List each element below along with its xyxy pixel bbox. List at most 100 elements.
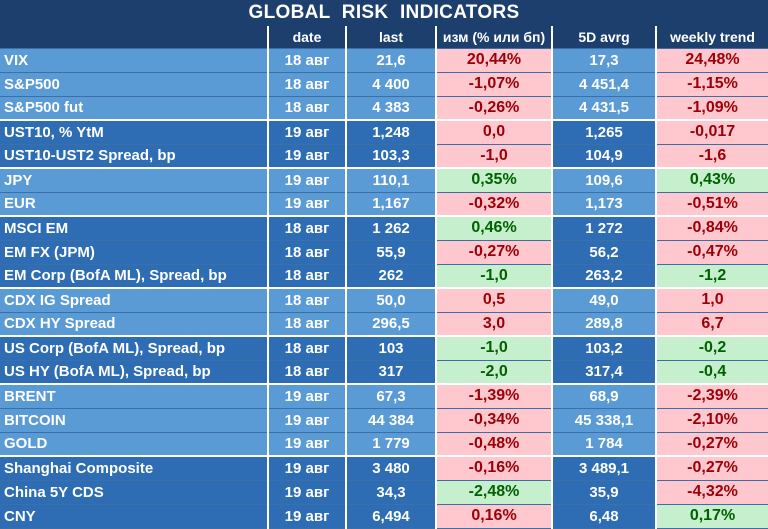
table-row: UST10-UST2 Spread, bp 19 авг 103,3 -1,0 104,…	[0, 144, 768, 169]
table-row: GOLD 19 авг 1 779 -0,48% 1 784 -0,27%	[0, 432, 768, 457]
last-value-cell: 3 480	[346, 455, 437, 481]
avg-5d-cell: 6,48	[552, 504, 657, 529]
date-cell: 18 авг	[268, 264, 347, 289]
avg-5d-cell: 49,0	[552, 287, 657, 313]
date-cell: 19 авг	[268, 480, 347, 505]
indicator-name-cell: EM FX (JPM)	[0, 240, 269, 265]
column-header-5d-avg: 5D avrg	[552, 26, 657, 49]
avg-5d-cell: 68,9	[552, 383, 657, 409]
weekly-trend-cell: -0,27%	[656, 432, 768, 457]
avg-5d-cell: 1,173	[552, 192, 657, 217]
indicator-name-cell: US Corp (BofA ML), Spread, bp	[0, 335, 269, 361]
table-row: UST10, % YtM 19 авг 1,248 0,0 1,265 -0,017	[0, 119, 768, 145]
weekly-trend-cell: 0,17%	[656, 504, 768, 529]
table-row: JPY 19 авг 110,1 0,35% 109,6 0,43%	[0, 167, 768, 193]
last-value-cell: 6,494	[346, 504, 437, 529]
date-cell: 19 авг	[268, 119, 347, 145]
column-header-name	[0, 26, 269, 49]
last-value-cell: 110,1	[346, 167, 437, 193]
table-row: US Corp (BofA ML), Spread, bp 18 авг 103 -1…	[0, 335, 768, 361]
avg-5d-cell: 4 451,4	[552, 72, 657, 97]
last-value-cell: 4 400	[346, 72, 437, 97]
avg-5d-cell: 35,9	[552, 480, 657, 505]
last-value-cell: 44 384	[346, 408, 437, 433]
date-cell: 18 авг	[268, 312, 347, 337]
change-cell: -0,27%	[436, 240, 553, 265]
last-value-cell: 34,3	[346, 480, 437, 505]
change-cell: -0,16%	[436, 455, 553, 481]
last-value-cell: 4 383	[346, 96, 437, 121]
date-cell: 19 авг	[268, 383, 347, 409]
change-cell: -0,32%	[436, 192, 553, 217]
table-body: VIX 18 авг 21,6 20,44% 17,3 24,48% S&P500 18 ав…	[0, 48, 768, 529]
indicator-name-cell: BRENT	[0, 383, 269, 409]
avg-5d-cell: 109,6	[552, 167, 657, 193]
indicators-table: date last изм (% или бп) 5D avrg weekly …	[0, 26, 768, 529]
change-cell: 3,0	[436, 312, 553, 337]
avg-5d-cell: 317,4	[552, 360, 657, 385]
column-header-change: изм (% или бп)	[436, 26, 553, 49]
last-value-cell: 50,0	[346, 287, 437, 313]
change-cell: -1,0	[436, 144, 553, 169]
change-cell: 0,0	[436, 119, 553, 145]
change-cell: -2,0	[436, 360, 553, 385]
indicator-name-cell: CDX IG Spread	[0, 287, 269, 313]
last-value-cell: 296,5	[346, 312, 437, 337]
last-value-cell: 55,9	[346, 240, 437, 265]
change-cell: -0,34%	[436, 408, 553, 433]
column-header-date: date	[268, 26, 347, 49]
avg-5d-cell: 17,3	[552, 48, 657, 73]
date-cell: 19 авг	[268, 192, 347, 217]
change-cell: -1,0	[436, 264, 553, 289]
avg-5d-cell: 45 338,1	[552, 408, 657, 433]
date-cell: 18 авг	[268, 72, 347, 97]
avg-5d-cell: 1,265	[552, 119, 657, 145]
last-value-cell: 1 779	[346, 432, 437, 457]
last-value-cell: 67,3	[346, 383, 437, 409]
indicator-name-cell: GOLD	[0, 432, 269, 457]
indicator-name-cell: Shanghai Composite	[0, 455, 269, 481]
indicator-name-cell: EM Corp (BofA ML), Spread, bp	[0, 264, 269, 289]
indicator-name-cell: UST10, % YtM	[0, 119, 269, 145]
change-cell: 0,46%	[436, 215, 553, 241]
table-row: BITCOIN 19 авг 44 384 -0,34% 45 338,1 -2,10%	[0, 408, 768, 433]
last-value-cell: 103	[346, 335, 437, 361]
last-value-cell: 262	[346, 264, 437, 289]
indicator-name-cell: China 5Y CDS	[0, 480, 269, 505]
indicator-name-cell: BITCOIN	[0, 408, 269, 433]
avg-5d-cell: 103,2	[552, 335, 657, 361]
table-row: Shanghai Composite 19 авг 3 480 -0,16% 3 489…	[0, 455, 768, 481]
avg-5d-cell: 263,2	[552, 264, 657, 289]
table-row: S&P500 fut 18 авг 4 383 -0,26% 4 431,5 -1,09%	[0, 96, 768, 121]
last-value-cell: 1,248	[346, 119, 437, 145]
indicator-name-cell: CDX HY Spread	[0, 312, 269, 337]
indicator-name-cell: MSCI EM	[0, 215, 269, 241]
table-row: CNY 19 авг 6,494 0,16% 6,48 0,17%	[0, 504, 768, 529]
date-cell: 19 авг	[268, 504, 347, 529]
header-row: date last изм (% или бп) 5D avrg weekly …	[0, 26, 768, 49]
date-cell: 19 авг	[268, 455, 347, 481]
table-row: S&P500 18 авг 4 400 -1,07% 4 451,4 -1,15%	[0, 72, 768, 97]
weekly-trend-cell: -2,39%	[656, 383, 768, 409]
weekly-trend-cell: -1,09%	[656, 96, 768, 121]
weekly-trend-cell: 0,43%	[656, 167, 768, 193]
date-cell: 18 авг	[268, 240, 347, 265]
date-cell: 19 авг	[268, 432, 347, 457]
indicator-name-cell: EUR	[0, 192, 269, 217]
date-cell: 18 авг	[268, 96, 347, 121]
change-cell: -0,48%	[436, 432, 553, 457]
column-header-last: last	[346, 26, 437, 49]
indicator-name-cell: S&P500 fut	[0, 96, 269, 121]
weekly-trend-cell: -1,15%	[656, 72, 768, 97]
indicator-name-cell: US HY (BofA ML), Spread, bp	[0, 360, 269, 385]
weekly-trend-cell: -2,10%	[656, 408, 768, 433]
change-cell: -1,07%	[436, 72, 553, 97]
last-value-cell: 21,6	[346, 48, 437, 73]
avg-5d-cell: 3 489,1	[552, 455, 657, 481]
table-row: China 5Y CDS 19 авг 34,3 -2,48% 35,9 -4,32%	[0, 480, 768, 505]
column-header-weekly-trend: weekly trend	[656, 26, 768, 49]
change-cell: -1,0	[436, 335, 553, 361]
weekly-trend-cell: -0,51%	[656, 192, 768, 217]
indicator-name-cell: CNY	[0, 504, 269, 529]
